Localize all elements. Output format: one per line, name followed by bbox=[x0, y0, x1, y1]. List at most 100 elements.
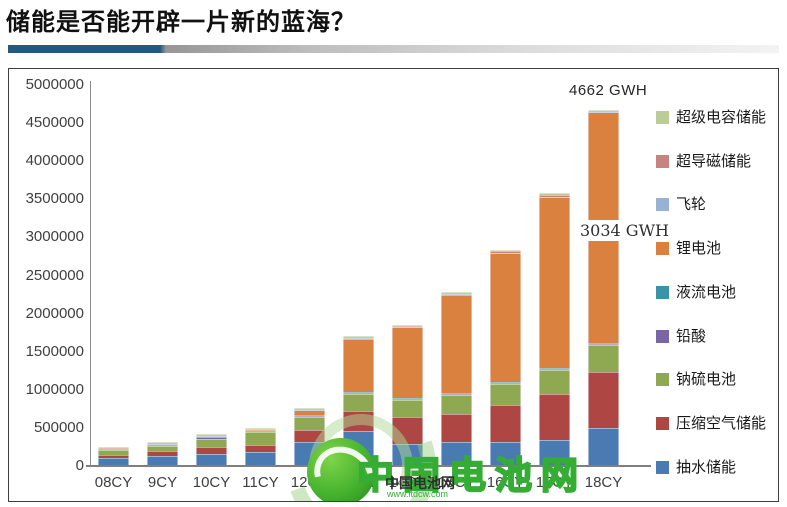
bar-segment-超级电容储能 bbox=[245, 427, 276, 429]
bar-segment-抽水储能 bbox=[343, 430, 374, 465]
bar-segment-压缩空气储能 bbox=[490, 405, 521, 443]
bar-segment-铅酸 bbox=[294, 415, 325, 418]
bar-segment-超级电容储能 bbox=[441, 292, 472, 294]
y-axis-tick-label: 4000000 bbox=[25, 152, 84, 170]
bar-segment-锂电池 bbox=[392, 327, 423, 398]
bar-segment-超级电容储能 bbox=[539, 193, 570, 196]
annotation-lithium-18cy: 3034 GWH bbox=[576, 220, 673, 241]
bar-segment-飞轮 bbox=[196, 435, 227, 437]
bar-segment-锂电池 bbox=[343, 338, 374, 393]
bar-segment-铅酸 bbox=[441, 393, 472, 395]
bar-segment-液流电池 bbox=[588, 343, 619, 345]
legend-item-超导磁储能: 超导磁储能 bbox=[656, 150, 751, 170]
bar-segment-超级电容储能 bbox=[588, 109, 619, 112]
bar-segment-压缩空气储能 bbox=[588, 371, 619, 429]
y-axis-tick-label: 1500000 bbox=[25, 342, 84, 360]
legend-item-飞轮: 飞轮 bbox=[656, 193, 706, 213]
title-underline-bar bbox=[8, 45, 779, 53]
legend-swatch-icon bbox=[656, 111, 669, 124]
bar-segment-钠硫电池 bbox=[98, 450, 129, 456]
bar-segment-铅酸 bbox=[392, 398, 423, 400]
bar-segment-抽水储能 bbox=[441, 442, 472, 465]
x-axis-tick-label: 9CY bbox=[147, 474, 178, 491]
legend-swatch-icon bbox=[656, 242, 669, 256]
bar-segment-超级电容储能 bbox=[392, 324, 423, 326]
y-axis-tick-label: 4500000 bbox=[25, 114, 84, 132]
bar-segment-钠硫电池 bbox=[343, 394, 374, 412]
bar-segment-液流电池 bbox=[343, 392, 374, 394]
bar-segment-超导磁储能 bbox=[441, 293, 472, 295]
bar-segment-抽水储能 bbox=[245, 451, 276, 465]
bar-segment-钠硫电池 bbox=[196, 438, 227, 447]
bar-segment-超导磁储能 bbox=[490, 251, 521, 253]
legend-label: 飞轮 bbox=[676, 196, 707, 214]
bar-segment-抽水储能 bbox=[588, 428, 619, 465]
bar-segment-飞轮 bbox=[294, 409, 325, 411]
x-axis-tick-label: 14CY bbox=[388, 474, 427, 491]
legend-swatch-icon bbox=[656, 329, 669, 343]
bar-segment-超级电容储能 bbox=[147, 442, 178, 444]
bar-segment-钠硫电池 bbox=[490, 384, 521, 406]
bar-segment-抽水储能 bbox=[294, 442, 325, 465]
legend-item-抽水储能: 抽水储能 bbox=[656, 456, 736, 476]
y-axis-tick-label: 3500000 bbox=[25, 190, 84, 208]
bar-segment-飞轮 bbox=[539, 196, 570, 198]
bar-segment-超级电容储能 bbox=[490, 250, 521, 252]
bar-segment-抽水储能 bbox=[490, 442, 521, 465]
legend-label: 锂电池 bbox=[676, 240, 722, 258]
bar-segment-抽水储能 bbox=[539, 439, 570, 465]
bar-segment-铅酸 bbox=[490, 383, 521, 385]
bar-segment-液流电池 bbox=[490, 382, 521, 384]
bar-segment-液流电池 bbox=[245, 430, 276, 432]
bar-segment-压缩空气储能 bbox=[392, 416, 423, 444]
y-axis-tick-label: 0 bbox=[75, 457, 84, 474]
bar-segment-钠硫电池 bbox=[539, 370, 570, 395]
bar-segment-飞轮 bbox=[490, 252, 521, 254]
legend-item-锂电池: 锂电池 bbox=[656, 237, 721, 257]
bar-segment-超导磁储能 bbox=[539, 195, 570, 197]
bar-segment-超导磁储能 bbox=[343, 337, 374, 339]
y-axis-tick-label: 1000000 bbox=[25, 380, 84, 398]
bar-segment-钠硫电池 bbox=[245, 432, 276, 445]
bar-segment-抽水储能 bbox=[392, 443, 423, 465]
bar-segment-超导磁储能 bbox=[245, 428, 276, 430]
x-axis-tick-label: 17CY bbox=[535, 474, 574, 491]
bar-segment-抽水储能 bbox=[196, 453, 227, 465]
bar-segment-锂电池 bbox=[539, 197, 570, 368]
y-axis-tick-label: 5000000 bbox=[25, 76, 84, 93]
legend-item-钠硫电池: 钠硫电池 bbox=[656, 368, 736, 388]
bar-segment-钠硫电池 bbox=[392, 399, 423, 417]
bar-segment-压缩空气储能 bbox=[441, 414, 472, 443]
legend-swatch-icon bbox=[656, 154, 669, 168]
legend-label: 压缩空气储能 bbox=[676, 414, 767, 432]
bar-segment-超导磁储能 bbox=[147, 442, 178, 444]
x-axis-tick-label: 11CY bbox=[242, 474, 279, 491]
bar-segment-液流电池 bbox=[539, 367, 570, 370]
legend-label: 液流电池 bbox=[676, 283, 737, 301]
annotation-total-18cy: 4662 GWH bbox=[569, 82, 648, 99]
bar-segment-铅酸 bbox=[588, 344, 619, 346]
bar-segment-飞轮 bbox=[441, 294, 472, 296]
bar-segment-超级电容储能 bbox=[343, 335, 374, 338]
x-axis-line bbox=[86, 465, 651, 467]
chart-frame: 0 500000 1000000 1500000 2000000 2500000 30000… bbox=[8, 68, 779, 502]
bar-segment-飞轮 bbox=[245, 429, 276, 431]
legend-label: 超级电容储能 bbox=[676, 109, 767, 126]
bar-segment-超导磁储能 bbox=[294, 408, 325, 410]
legend-label: 铅酸 bbox=[676, 327, 707, 345]
legend-swatch-icon bbox=[656, 416, 669, 430]
bar-segment-钠硫电池 bbox=[588, 345, 619, 372]
bar-segment-超导磁储能 bbox=[588, 111, 619, 113]
x-axis-tick-label: 16CY bbox=[486, 474, 525, 491]
legend-label: 抽水储能 bbox=[676, 458, 737, 476]
bar-segment-钠硫电池 bbox=[441, 394, 472, 415]
bar-segment-飞轮 bbox=[392, 326, 423, 328]
legend-item-超级电容储能: 超级电容储能 bbox=[656, 106, 766, 126]
x-axis-tick-label: 08CY bbox=[94, 474, 133, 491]
bar-segment-飞轮 bbox=[98, 448, 129, 450]
bar-segment-压缩空气储能 bbox=[245, 444, 276, 452]
bar-segment-液流电池 bbox=[294, 415, 325, 417]
bar-segment-液流电池 bbox=[196, 437, 227, 439]
y-axis-tick-label: 2000000 bbox=[25, 304, 84, 322]
